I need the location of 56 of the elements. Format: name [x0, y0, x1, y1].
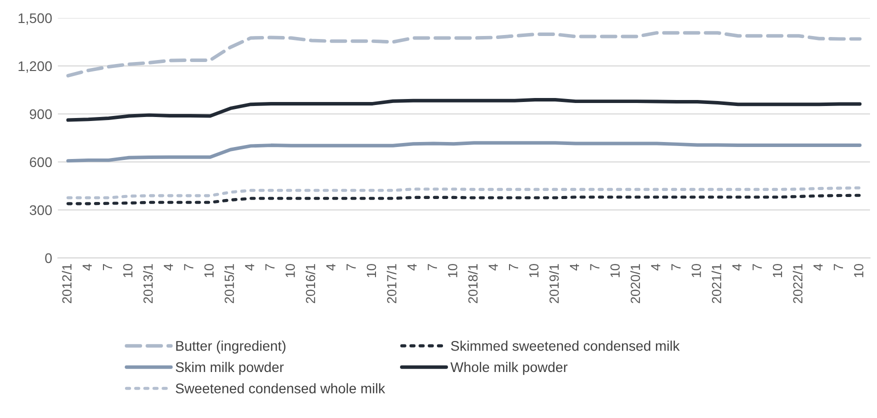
x-tick-label: 4 [82, 264, 92, 270]
x-tick-label: 2012/1 [62, 264, 72, 304]
x-tick-label: 7 [184, 264, 194, 270]
y-tick-label: 900 [30, 109, 52, 120]
x-tick-label: 4 [651, 264, 660, 270]
x-tick-label: 2013/1 [143, 264, 153, 304]
y-tick-label: 0 [45, 253, 52, 264]
x-tick-label: 10 [772, 264, 782, 278]
x-tick-label: 2022/1 [792, 264, 802, 304]
y-tick-label: 600 [30, 157, 52, 168]
x-tick-label: 7 [752, 264, 762, 270]
x-tick-label: 10 [529, 264, 539, 278]
x-tick-label: 10 [366, 264, 376, 278]
x-tick-label: 10 [448, 264, 458, 278]
x-tick-label: 4 [488, 264, 498, 270]
x-tick-label: 4 [814, 264, 823, 270]
x-tick-label: 2017/1 [386, 264, 396, 304]
x-tick-label: 7 [346, 264, 356, 270]
x-tick-label: 10 [610, 264, 620, 278]
y-tick-label: 300 [30, 205, 52, 216]
x-tick-label: 2019/1 [549, 264, 559, 304]
line-series [66, 98, 862, 122]
x-tick-label: 4 [326, 264, 336, 270]
x-tick-label: 10 [123, 264, 132, 278]
legend-label: Skimmed sweetened condensed milk [451, 340, 680, 351]
x-tick-label: 7 [590, 264, 600, 270]
x-tick-label: 2021/1 [712, 264, 722, 304]
x-tick-label: 10 [854, 264, 864, 278]
x-tick-label: 2016/1 [306, 264, 316, 304]
line-series [66, 194, 862, 206]
legend-label: Skim milk powder [176, 362, 284, 375]
line-series [66, 31, 862, 78]
x-tick-label: 7 [671, 264, 681, 270]
x-tick-label: 2015/1 [224, 264, 234, 304]
x-tick-label: 2018/1 [468, 264, 478, 304]
x-tick-label: 10 [692, 264, 701, 278]
x-tick-label: 10 [286, 264, 295, 278]
line-series [66, 186, 862, 200]
line-series [66, 141, 862, 163]
x-tick-label: 10 [204, 264, 214, 278]
legend-label: Sweetened condensed whole milk [176, 383, 386, 394]
x-tick-label: 7 [509, 264, 518, 270]
y-tick-label: 1,500 [18, 13, 52, 25]
x-tick-label: 4 [245, 264, 254, 270]
legend-label: Whole milk powder [450, 362, 568, 375]
x-tick-label: 4 [570, 264, 580, 270]
x-tick-label: 4 [732, 264, 742, 270]
x-tick-label: 4 [164, 264, 173, 270]
x-tick-label: 7 [834, 264, 843, 270]
y-tick-label: 1,200 [18, 61, 52, 73]
x-tick-label: 2020/1 [630, 264, 640, 304]
x-tick-label: 7 [265, 264, 274, 270]
x-tick-label: 7 [428, 264, 437, 270]
x-tick-label: 4 [408, 264, 417, 270]
x-tick-label: 7 [102, 264, 112, 270]
legend-label: Butter (ingredient) [176, 340, 286, 354]
